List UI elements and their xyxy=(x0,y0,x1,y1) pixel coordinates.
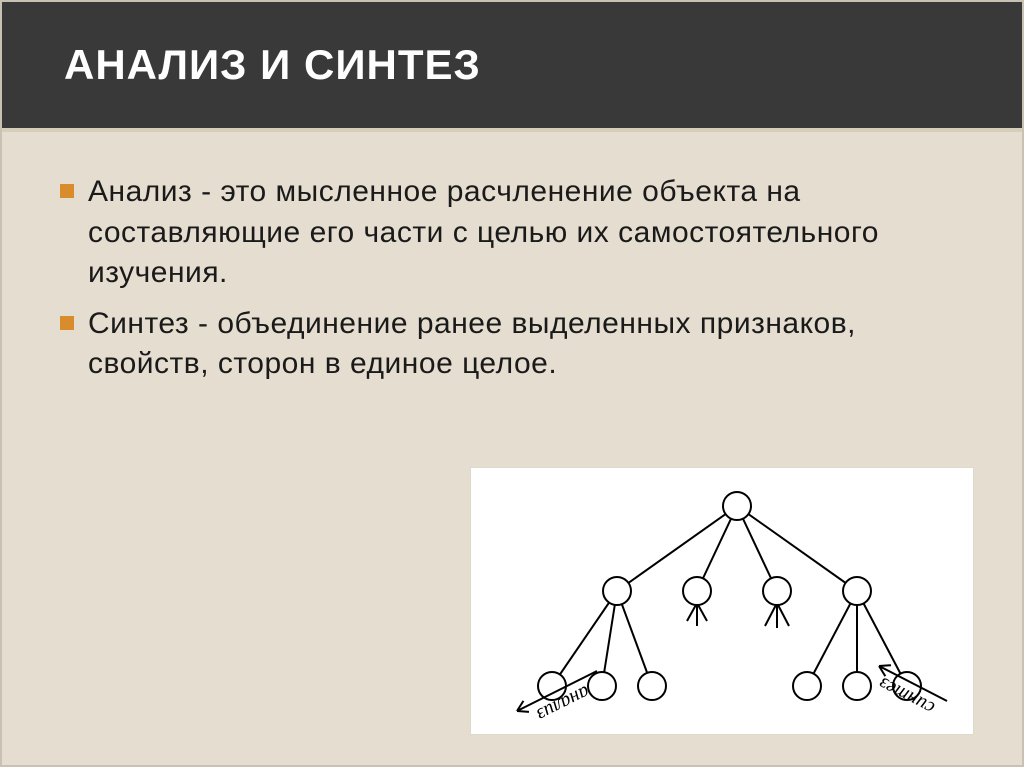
slide-body: Анализ - это мысленное расчленение объек… xyxy=(2,132,1022,415)
slide-header: АНАЛИЗ И СИНТЕЗ xyxy=(2,2,1022,132)
bullet-item: Синтез - объединение ранее выделенных пр… xyxy=(60,304,964,385)
bullet-item: Анализ - это мысленное расчленение объек… xyxy=(60,172,964,294)
tree-diagram: анализсинтез xyxy=(470,467,974,735)
bullet-text: Анализ - это мысленное расчленение объек… xyxy=(88,172,964,294)
bullet-marker-icon xyxy=(60,184,74,198)
bullet-text: Синтез - объединение ранее выделенных пр… xyxy=(88,304,964,385)
bullet-marker-icon xyxy=(60,316,74,330)
slide: АНАЛИЗ И СИНТЕЗ Анализ - это мысленное р… xyxy=(0,0,1024,767)
slide-title: АНАЛИЗ И СИНТЕЗ xyxy=(64,41,481,89)
tree-svg: анализсинтез xyxy=(487,476,957,726)
